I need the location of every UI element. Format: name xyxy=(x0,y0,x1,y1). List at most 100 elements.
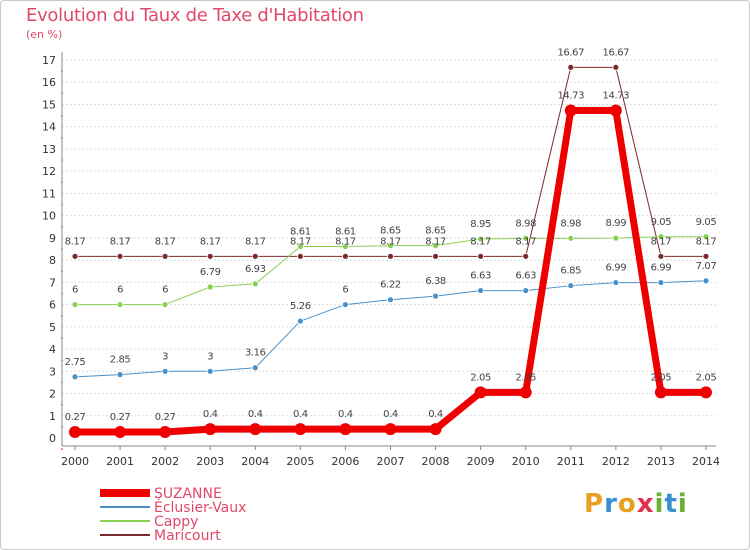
x-tick-label: 2005 xyxy=(286,455,314,468)
brand-logo: Proxiti xyxy=(584,489,688,519)
data-point xyxy=(116,371,124,379)
data-point xyxy=(204,423,217,436)
data-point xyxy=(161,252,169,260)
data-label: 0.27 xyxy=(110,412,131,423)
data-label: 2.05 xyxy=(515,372,536,383)
data-point xyxy=(612,63,620,71)
data-point xyxy=(206,283,214,291)
data-point xyxy=(342,252,349,260)
data-label: 5.26 xyxy=(290,301,311,312)
brand-letter: P xyxy=(584,489,605,519)
data-point xyxy=(206,252,214,260)
y-tick-label: 9 xyxy=(49,232,56,245)
data-point xyxy=(384,423,397,436)
y-tick-label: 12 xyxy=(42,165,56,178)
data-label: 6.63 xyxy=(470,271,491,282)
data-label: 8.17 xyxy=(696,236,717,247)
data-point xyxy=(654,386,667,399)
brand-letter: t xyxy=(664,489,678,519)
data-point xyxy=(294,423,307,436)
x-tick-label: 2000 xyxy=(61,455,89,468)
data-label: 8.98 xyxy=(560,218,581,229)
data-label: 8.65 xyxy=(425,226,446,237)
x-tick-label: 2001 xyxy=(106,455,134,468)
data-point xyxy=(161,301,169,308)
y-tick-label: 2 xyxy=(49,388,56,401)
x-tick-label: 2011 xyxy=(557,455,585,468)
y-tick-label: 3 xyxy=(49,365,56,378)
data-label: 3 xyxy=(162,351,168,362)
data-point xyxy=(564,104,577,117)
y-tick-label: 4 xyxy=(49,343,56,356)
data-point xyxy=(429,423,442,436)
x-tick-label: 2008 xyxy=(422,455,450,468)
data-point xyxy=(296,317,304,325)
data-label: 16.67 xyxy=(603,47,630,58)
data-point xyxy=(567,234,575,242)
data-point xyxy=(519,386,532,399)
y-tick-label: 6 xyxy=(49,299,56,312)
data-point xyxy=(432,242,439,250)
data-label: 3.16 xyxy=(245,348,266,359)
y-tick-label: 7 xyxy=(49,276,56,289)
data-label: 8.95 xyxy=(470,219,491,230)
brand-letter: x xyxy=(636,489,655,519)
data-point xyxy=(159,425,172,438)
data-point xyxy=(71,373,79,381)
data-point xyxy=(114,425,127,438)
data-point xyxy=(522,234,530,242)
brand-letter: o xyxy=(617,489,637,519)
data-label: 8.17 xyxy=(110,236,131,247)
data-point xyxy=(699,386,712,399)
data-label: 0.27 xyxy=(65,412,86,423)
data-label: 2.05 xyxy=(696,372,717,383)
data-label: 6.63 xyxy=(515,271,536,282)
data-point xyxy=(612,234,620,242)
y-tick-label: 16 xyxy=(42,76,56,89)
data-label: 0.4 xyxy=(383,409,398,420)
data-point xyxy=(69,425,81,438)
data-point xyxy=(474,386,487,399)
data-point xyxy=(116,301,124,308)
series-line-clusiervaux xyxy=(74,280,706,378)
data-point xyxy=(206,367,214,375)
y-tick-label: 13 xyxy=(42,143,56,156)
data-label: 6 xyxy=(342,285,348,296)
data-label: 8.61 xyxy=(290,227,311,238)
data-point xyxy=(567,63,575,71)
data-label: 8.17 xyxy=(651,236,672,247)
data-label: 14.73 xyxy=(603,90,630,101)
data-label: 8.17 xyxy=(65,236,86,247)
data-label: 9.05 xyxy=(696,217,717,228)
x-tick-label: 2006 xyxy=(331,455,359,468)
data-label: 6.79 xyxy=(200,267,221,278)
x-tick-label: 2014 xyxy=(692,455,720,468)
data-label: 6 xyxy=(72,285,78,296)
data-point xyxy=(71,301,79,308)
y-tick-label: 8 xyxy=(49,254,56,267)
data-label: 8.17 xyxy=(425,236,446,247)
y-tick-label: 15 xyxy=(42,98,56,111)
y-tick-label: 11 xyxy=(42,187,56,200)
data-label: 14.73 xyxy=(557,90,584,101)
data-label: 8.99 xyxy=(606,218,627,229)
data-label: 8.17 xyxy=(155,236,176,247)
data-point xyxy=(296,252,304,260)
legend-label: Maricourt xyxy=(154,528,221,544)
x-tick-label: 2013 xyxy=(647,455,675,468)
x-tick-label: 2010 xyxy=(512,455,540,468)
data-label: 3 xyxy=(207,351,213,362)
data-label: 0.4 xyxy=(428,409,443,420)
data-point xyxy=(657,279,665,286)
x-tick-label: 2009 xyxy=(467,455,495,468)
data-point xyxy=(251,252,259,260)
data-point xyxy=(477,252,485,260)
x-tick-label: 2004 xyxy=(241,455,269,468)
data-point xyxy=(342,301,349,308)
data-label: 2.05 xyxy=(470,372,491,383)
data-point xyxy=(432,252,439,260)
data-label: 7.07 xyxy=(696,261,717,272)
data-label: 6.22 xyxy=(380,280,401,291)
